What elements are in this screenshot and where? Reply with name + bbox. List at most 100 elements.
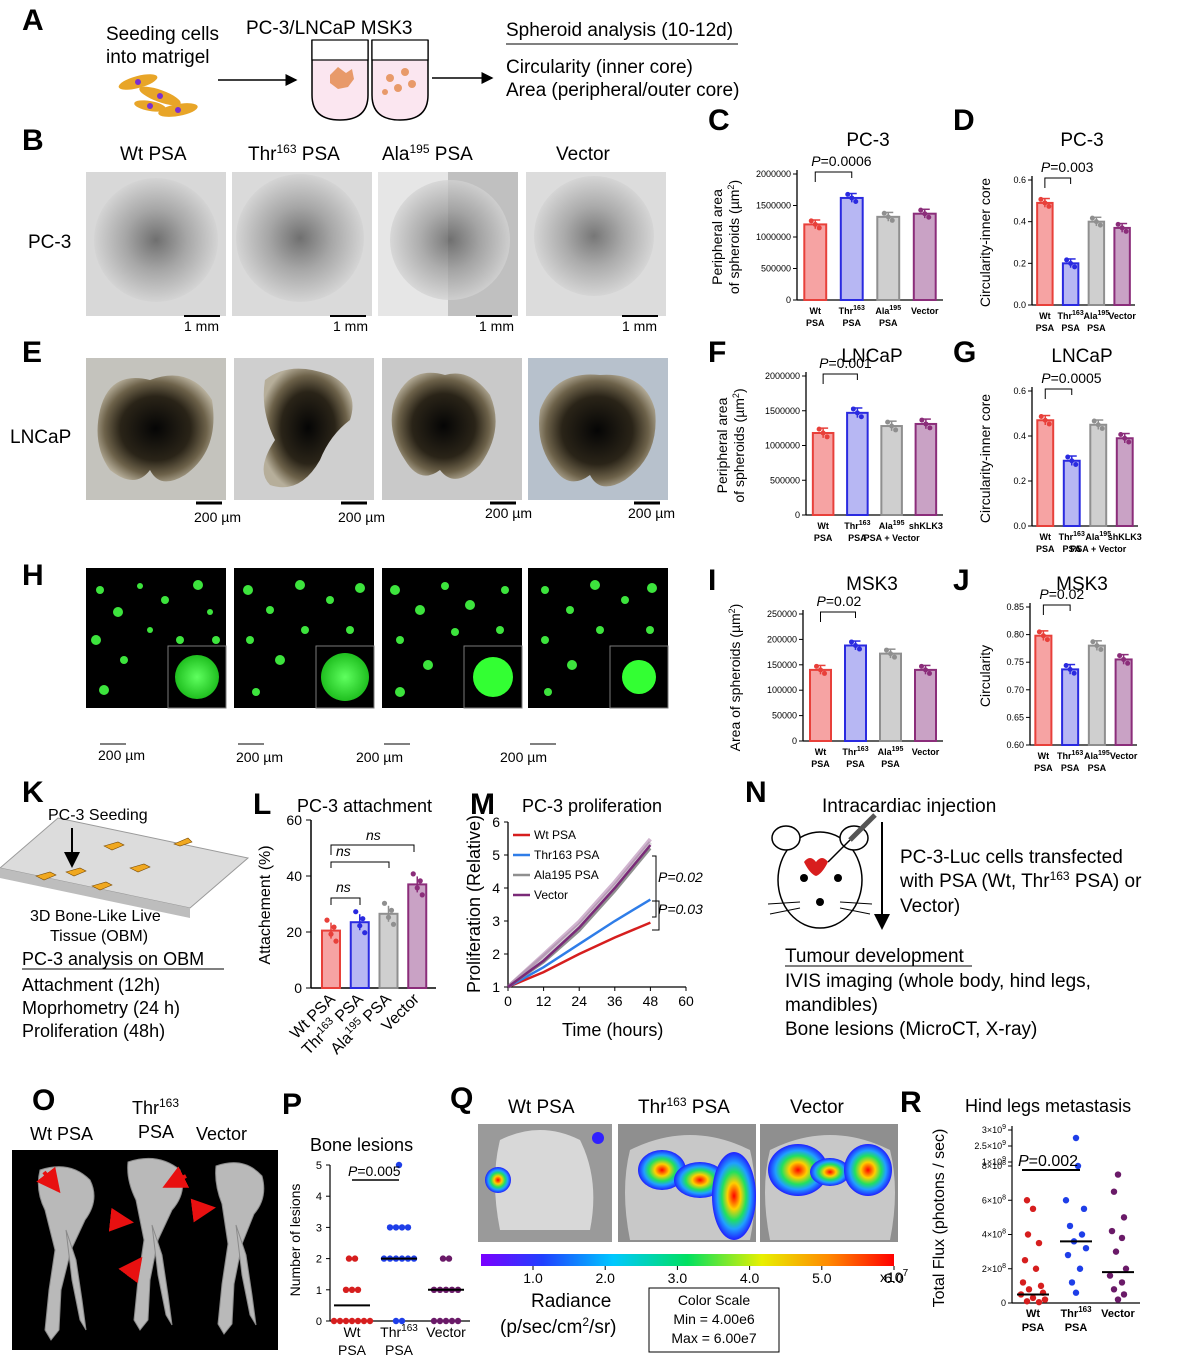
data-point	[1038, 413, 1044, 419]
category-label: Wt	[817, 521, 829, 531]
bar-3	[880, 425, 903, 517]
data-point	[1071, 670, 1077, 676]
category-label: Thr163	[380, 1323, 418, 1340]
category-label: PSA	[814, 533, 833, 543]
bar-3	[879, 652, 902, 743]
data-point	[1068, 260, 1074, 266]
bar-4	[914, 668, 937, 743]
panel-r-chart: Hind legs metastasis Total Flux (photons…	[931, 1096, 1140, 1334]
data-point	[1121, 656, 1127, 662]
data-point	[808, 218, 814, 224]
category-label: Thr163	[1059, 531, 1085, 542]
chart-title: MSK3	[1056, 574, 1108, 595]
y-tick-label: 1500000	[756, 201, 791, 211]
significance-bracket	[814, 171, 853, 182]
data-point	[1123, 228, 1129, 234]
data-point	[1074, 1162, 1082, 1170]
y-tick-label: 1000000	[756, 232, 791, 242]
category-label: Vector	[1108, 311, 1136, 321]
data-point	[926, 214, 932, 220]
data-point	[348, 1317, 356, 1325]
y-tick-label: 0.4	[1013, 431, 1026, 441]
data-point	[360, 1317, 368, 1325]
y-tick-label: 50000	[772, 711, 797, 721]
y-tick-label: 0.65	[1006, 712, 1024, 722]
data-point	[1110, 1286, 1118, 1293]
bar-charts: PC-3 Peripheral areaof spheroids (µm2) 0 50…	[709, 130, 1142, 773]
bar-1	[809, 668, 832, 743]
data-point	[388, 907, 395, 913]
row-label-lncap: LNCaP	[10, 427, 71, 448]
category-label: Thr163	[842, 746, 868, 757]
panel-label-h: H	[22, 559, 44, 592]
q-vector: Vector	[790, 1097, 845, 1118]
k-analysis-title: PC-3 analysis on OBM	[22, 949, 204, 969]
data-point	[927, 425, 933, 431]
data-point	[1063, 663, 1069, 669]
category-label: PSA	[1062, 544, 1081, 554]
category-label: Wt	[1040, 532, 1052, 542]
q-scale-max: Max = 6.00e7	[671, 1330, 756, 1346]
category-label: PSA	[338, 1342, 367, 1358]
data-point	[404, 1224, 412, 1231]
category-label: PSA	[806, 318, 825, 328]
panel-q: Wt PSA Thr163 PSA Vector 1.0 2.0 3.0 4.0 5.0…	[478, 1095, 909, 1353]
panel-n: Intracardiac injection PC-3-Luc cells tr…	[767, 796, 1142, 1040]
p-value: P=0.001	[819, 355, 872, 371]
data-point	[386, 1224, 394, 1231]
y-axis-label: Circularity-inner core	[977, 394, 993, 523]
y-tick-label: 5	[492, 847, 500, 863]
p-title: Bone lesions	[310, 1135, 413, 1155]
data-point	[1029, 1205, 1037, 1213]
l-ylabel: Attachement (%)	[257, 845, 274, 964]
data-point	[1066, 1222, 1074, 1230]
panel-label-d: D	[953, 104, 975, 137]
data-point	[1099, 426, 1105, 432]
category-label: Thr163	[1058, 310, 1084, 321]
m-ylabel: Proliferation (Relative)	[464, 815, 484, 993]
data-point	[410, 871, 416, 877]
chart-g: LNCaP Circularity-inner core 0.0 0.2 0.4 0.6 W…	[977, 346, 1142, 554]
data-point	[1094, 643, 1100, 649]
k-tissue-2: Tissue (OBM)	[50, 928, 148, 945]
panel-p-chart: Bone lesions Number of lesions 0 1 2 3 4 5 Wt P…	[287, 1135, 470, 1358]
lncap-micrographs	[86, 358, 668, 500]
y-tick-label: 0.4	[1013, 217, 1026, 227]
category-label: shKLK3	[909, 521, 943, 531]
q-radiance: Radiance	[531, 1291, 611, 1312]
data-point	[1064, 1251, 1072, 1259]
category-label: PSA	[811, 759, 830, 769]
q-units: (p/sec/cm2/sr)	[500, 1315, 616, 1338]
scale-b-4: 1 mm	[622, 318, 657, 334]
category-label: PSA	[881, 759, 900, 769]
row-label-pc3: PC-3	[28, 232, 71, 253]
y-tick-label: 0	[316, 1316, 322, 1328]
data-point	[448, 1317, 456, 1325]
l-tick-40: 40	[286, 868, 302, 884]
legend-label: Thr163 PSA	[534, 848, 599, 862]
data-point	[1029, 1294, 1037, 1302]
y-tick-label: 0.0	[1013, 300, 1026, 310]
data-point	[1118, 431, 1124, 437]
l-sig-1: ns	[336, 879, 351, 895]
y-tick-label: 2	[492, 946, 500, 962]
panel-label-n: N	[745, 776, 767, 809]
m-xlabel: Time (hours)	[562, 1020, 663, 1040]
data-point	[1072, 264, 1078, 270]
chart-d: PC-3 Circularity-inner core 0.0 0.2 0.4 0.6 Wt…	[977, 130, 1136, 333]
data-point	[1112, 1248, 1120, 1255]
panel-label-c: C	[708, 104, 730, 137]
data-point	[1106, 1272, 1114, 1279]
category-label: shKLK3	[1108, 532, 1142, 542]
data-point	[820, 430, 826, 436]
data-point	[1073, 462, 1079, 468]
data-point	[1036, 629, 1042, 635]
y-tick-label: 0.6	[1013, 175, 1026, 185]
bar-2	[839, 196, 864, 301]
category-label: PSA	[1065, 1322, 1088, 1334]
q-exp: x107	[880, 1268, 909, 1285]
data-point	[1098, 647, 1104, 653]
data-point	[348, 1286, 356, 1294]
data-point	[1064, 257, 1070, 263]
data-point	[1118, 1234, 1126, 1242]
